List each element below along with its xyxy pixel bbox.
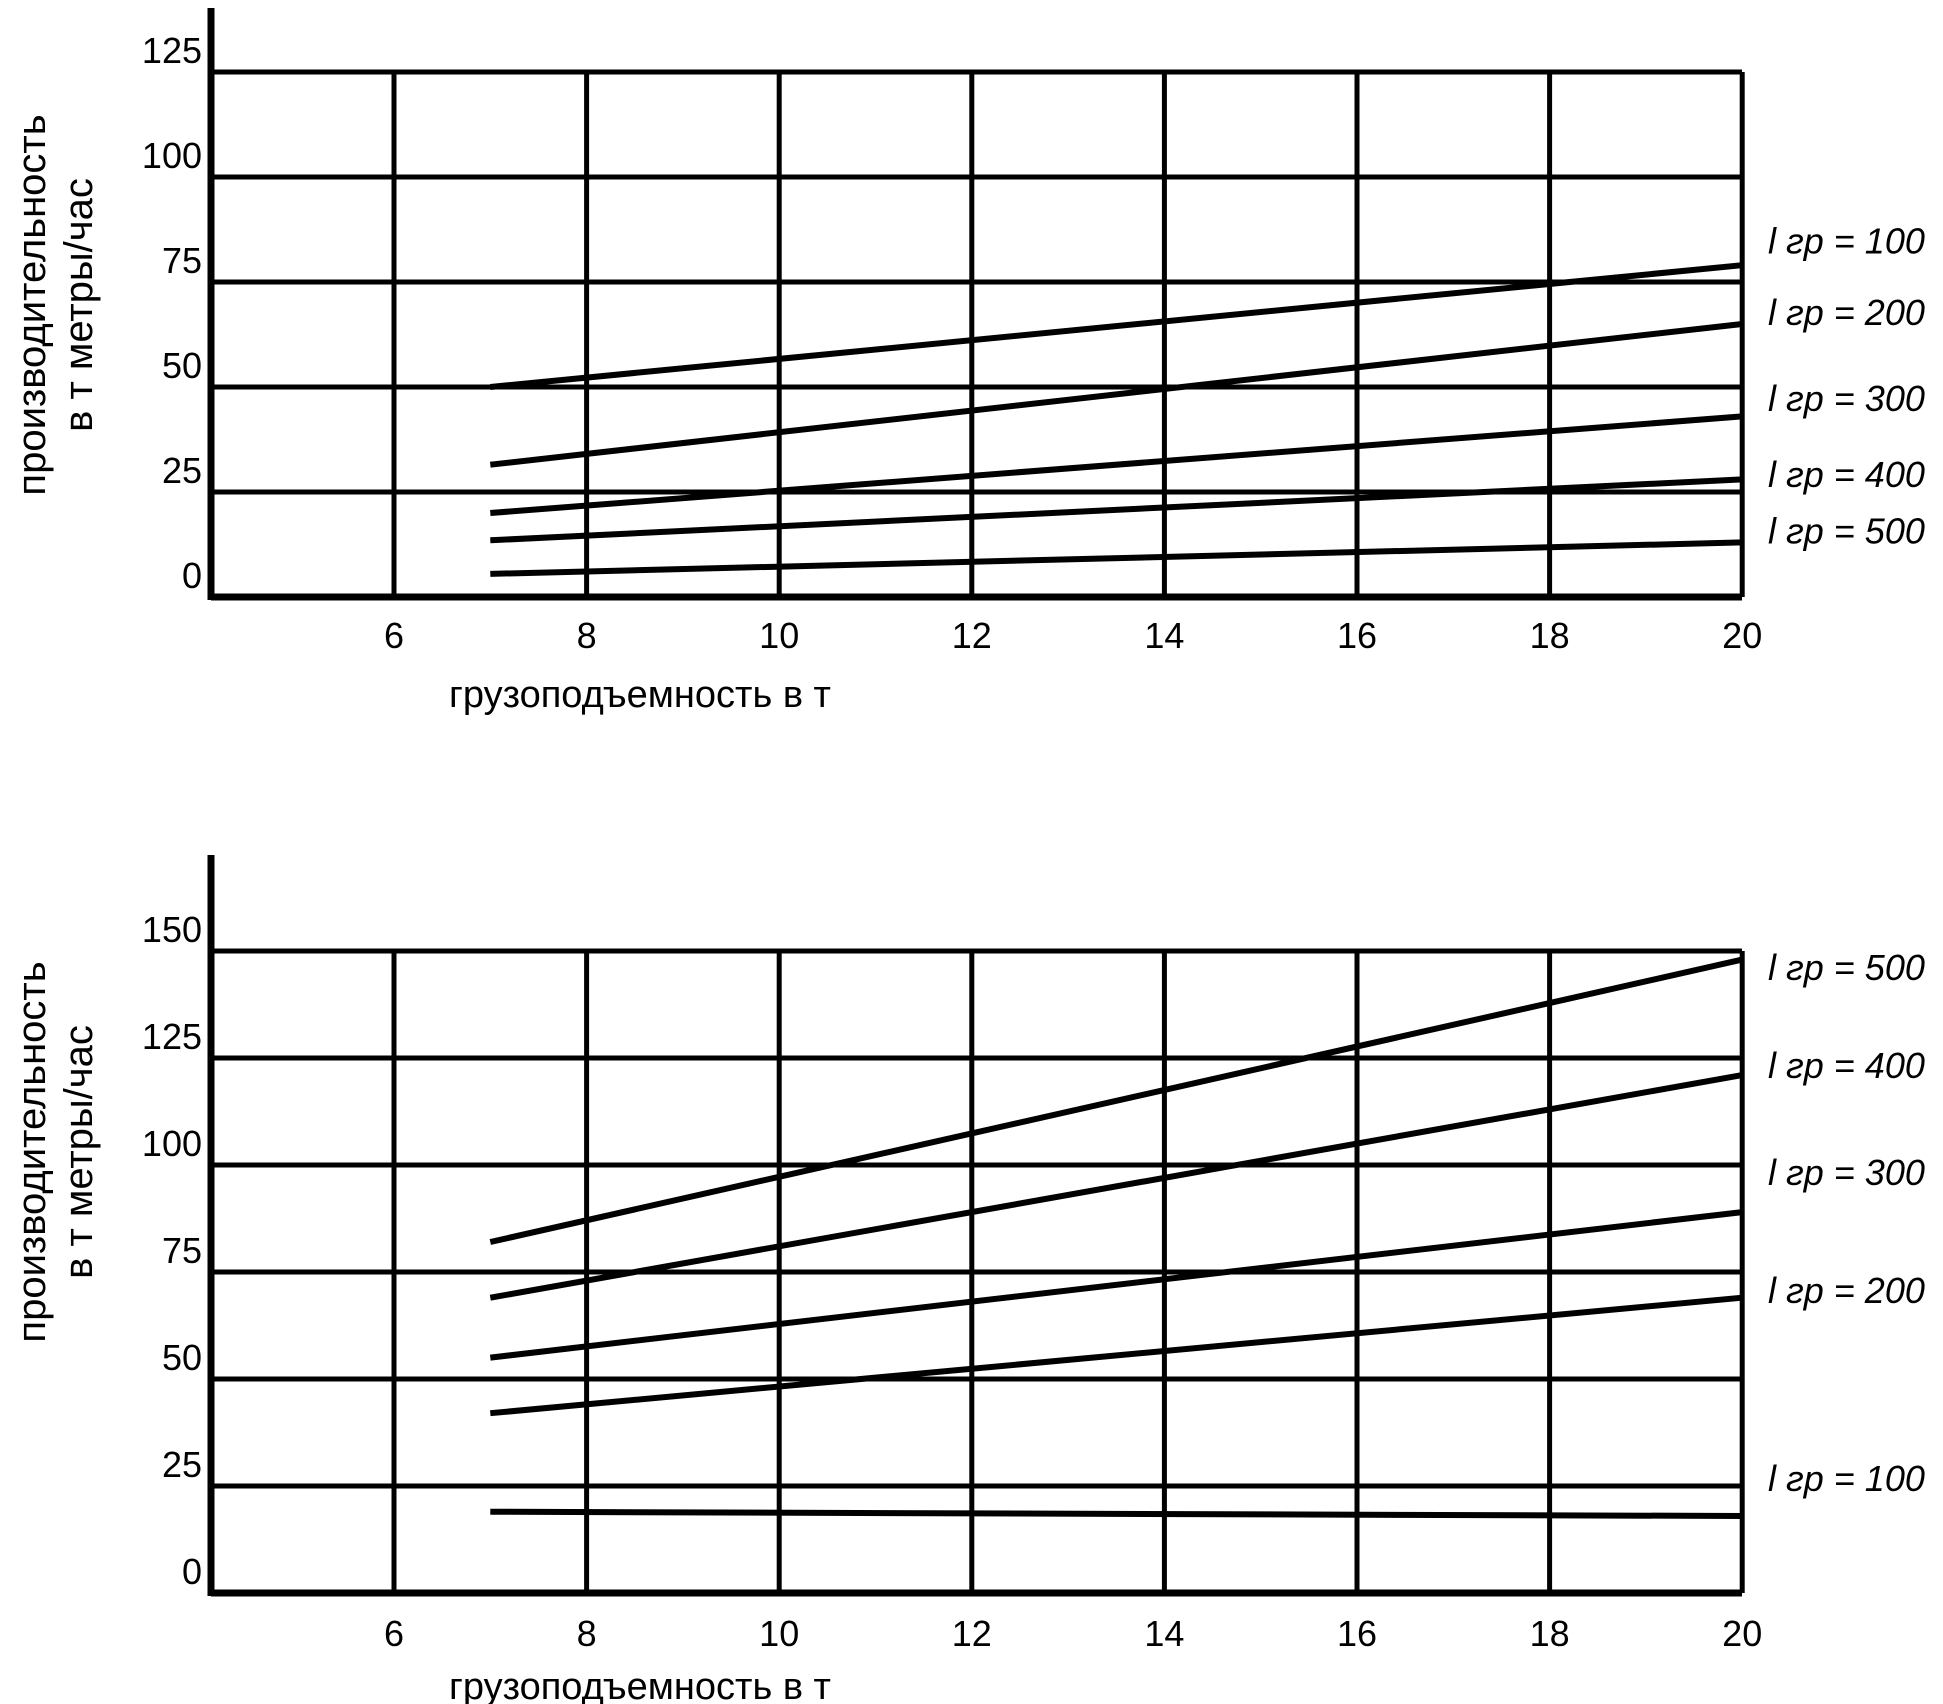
bottom-series-line-lgr-400 <box>489 1072 1743 1301</box>
bottom-x-tick-label-10: 10 <box>759 1613 799 1654</box>
bottom-legend-label-lgr-500: l гр = 500 <box>1768 947 1925 988</box>
top-y-tick-label-0: 0 <box>182 555 202 596</box>
bottom-series-line-lgr-300 <box>489 1209 1743 1361</box>
bottom-x-tick-label-14: 14 <box>1144 1613 1184 1654</box>
bottom-y-tick-label-150: 150 <box>142 909 202 950</box>
bottom-y-tick-label-25: 25 <box>162 1444 202 1485</box>
top-series-line-lgr-200 <box>489 321 1743 468</box>
top-legend-label-lgr-400: l гр = 400 <box>1768 454 1925 495</box>
top-x-tick-label-10: 10 <box>759 615 799 656</box>
top-series-line-lgr-500 <box>490 539 1743 577</box>
top-y-tick-label-50: 50 <box>162 345 202 386</box>
top-x-tick-label-16: 16 <box>1337 615 1377 656</box>
bottom-y-tick-label-75: 75 <box>162 1230 202 1271</box>
top-y-tick-label-75: 75 <box>162 240 202 281</box>
top-y-tick-label-100: 100 <box>142 135 202 176</box>
top-x-tick-label-20: 20 <box>1722 615 1762 656</box>
top-y-axis-title-line-1: производительность <box>10 114 54 495</box>
top-x-tick-label-18: 18 <box>1530 615 1570 656</box>
bottom-legend-label-lgr-200: l гр = 200 <box>1768 1270 1925 1311</box>
bottom-legend-label-lgr-100: l гр = 100 <box>1768 1458 1925 1499</box>
top-y-tick-label-25: 25 <box>162 450 202 491</box>
bottom-y-tick-label-50: 50 <box>162 1337 202 1378</box>
bottom-series-line-lgr-100 <box>490 1508 1743 1519</box>
top-legend-label-lgr-200: l гр = 200 <box>1768 292 1925 333</box>
bottom-x-tick-label-12: 12 <box>952 1613 992 1654</box>
top-legend-label-lgr-500: l гр = 500 <box>1768 511 1925 552</box>
bottom-x-tick-label-6: 6 <box>384 1613 404 1654</box>
top-y-tick-label-125: 125 <box>142 30 202 71</box>
top-x-tick-label-12: 12 <box>952 615 992 656</box>
top-y-axis-title-line-2: в т метры/час <box>57 178 101 432</box>
top-legend-label-lgr-100: l гр = 100 <box>1768 221 1925 262</box>
bottom-series-line-lgr-500 <box>489 956 1743 1245</box>
top-x-tick-label-14: 14 <box>1144 615 1184 656</box>
top-series-line-lgr-400 <box>490 476 1743 544</box>
bottom-legend-label-lgr-300: l гр = 300 <box>1768 1152 1925 1193</box>
bottom-x-tick-label-16: 16 <box>1337 1613 1377 1654</box>
bottom-x-axis-title: грузоподъемность в т <box>449 1666 831 1704</box>
bottom-y-tick-label-125: 125 <box>142 1016 202 1057</box>
bottom-x-tick-label-20: 20 <box>1722 1613 1762 1654</box>
bottom-y-tick-label-100: 100 <box>142 1123 202 1164</box>
bottom-x-tick-label-18: 18 <box>1530 1613 1570 1654</box>
top-x-axis-title: грузоподъемность в т <box>449 674 831 716</box>
top-x-tick-label-8: 8 <box>577 615 597 656</box>
bottom-y-axis-title-line-2: в т метры/час <box>57 1025 101 1279</box>
bottom-y-axis-title-line-1: производительность <box>10 961 54 1342</box>
top-legend-label-lgr-300: l гр = 300 <box>1768 378 1925 419</box>
bottom-y-tick-label-0: 0 <box>182 1551 202 1592</box>
top-x-tick-label-6: 6 <box>384 615 404 656</box>
top-series-line-lgr-300 <box>490 413 1743 516</box>
bottom-legend-label-lgr-400: l гр = 400 <box>1768 1045 1925 1086</box>
bottom-series-line-lgr-200 <box>490 1294 1743 1417</box>
bottom-x-tick-label-8: 8 <box>577 1613 597 1654</box>
top-series-line-lgr-100 <box>490 262 1743 390</box>
